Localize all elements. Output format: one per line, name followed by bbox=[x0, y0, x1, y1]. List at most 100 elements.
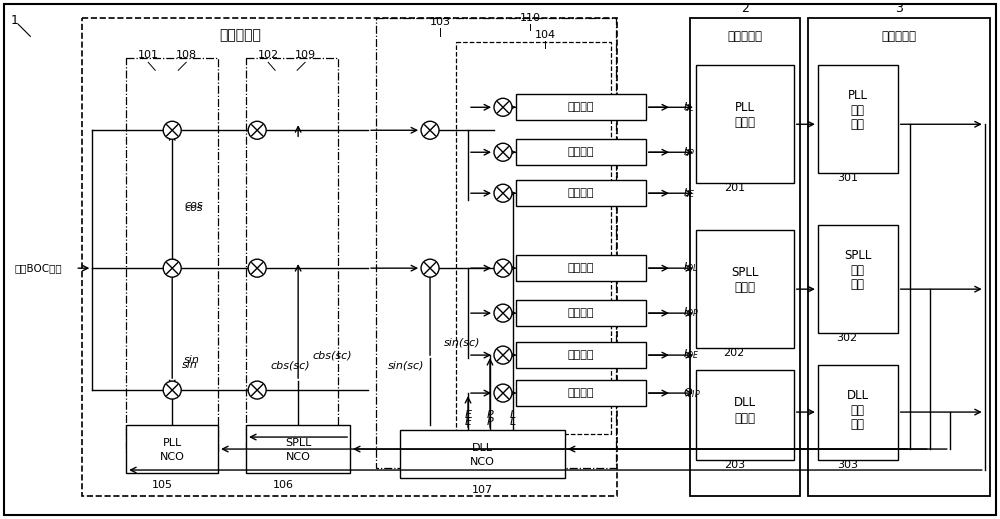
Text: 鉴相器: 鉴相器 bbox=[734, 412, 755, 425]
Text: E: E bbox=[465, 410, 472, 420]
Text: 滤波: 滤波 bbox=[851, 118, 865, 131]
Bar bbox=[126, 425, 218, 473]
Text: 2: 2 bbox=[741, 2, 749, 15]
Circle shape bbox=[494, 98, 512, 116]
Bar bbox=[516, 255, 646, 281]
Text: $I_{QL}$: $I_{QL}$ bbox=[683, 261, 698, 276]
Circle shape bbox=[163, 121, 181, 139]
Text: SPLL: SPLL bbox=[844, 249, 871, 262]
Text: NCO: NCO bbox=[286, 452, 311, 462]
Circle shape bbox=[494, 346, 512, 364]
Bar bbox=[808, 18, 990, 496]
Text: cbs(sc): cbs(sc) bbox=[270, 360, 310, 370]
Text: sin(sc): sin(sc) bbox=[388, 360, 425, 370]
Text: sin(sc): sin(sc) bbox=[444, 337, 481, 347]
Text: 中频BOC信号: 中频BOC信号 bbox=[14, 263, 62, 273]
Text: 环路: 环路 bbox=[851, 104, 865, 117]
Bar bbox=[516, 342, 646, 368]
Bar bbox=[516, 300, 646, 326]
Bar bbox=[818, 65, 898, 173]
Text: PLL: PLL bbox=[848, 89, 868, 102]
Text: 302: 302 bbox=[837, 333, 858, 343]
Text: 滤波器单元: 滤波器单元 bbox=[881, 30, 916, 43]
Text: 110: 110 bbox=[519, 13, 540, 23]
Text: 鉴相器单元: 鉴相器单元 bbox=[727, 30, 762, 43]
Bar bbox=[516, 94, 646, 120]
Text: DLL: DLL bbox=[734, 395, 756, 408]
Text: 202: 202 bbox=[724, 348, 745, 358]
Text: PLL: PLL bbox=[163, 438, 182, 448]
Bar bbox=[246, 58, 338, 453]
Text: 201: 201 bbox=[724, 183, 745, 193]
Text: sin: sin bbox=[182, 360, 198, 370]
Circle shape bbox=[248, 381, 266, 399]
Text: 104: 104 bbox=[534, 30, 556, 40]
Circle shape bbox=[163, 259, 181, 277]
Text: NCO: NCO bbox=[470, 457, 495, 467]
Bar bbox=[516, 180, 646, 206]
Text: $I_{IL}$: $I_{IL}$ bbox=[683, 100, 694, 114]
Circle shape bbox=[248, 121, 266, 139]
Text: 106: 106 bbox=[273, 480, 294, 490]
Text: PLL: PLL bbox=[735, 101, 755, 114]
Text: cbs(sc): cbs(sc) bbox=[312, 350, 352, 360]
Text: 积分清零: 积分清零 bbox=[568, 102, 594, 112]
Text: 109: 109 bbox=[295, 50, 316, 60]
Text: L: L bbox=[510, 417, 516, 427]
Text: 滤波: 滤波 bbox=[851, 418, 865, 431]
Circle shape bbox=[163, 381, 181, 399]
Bar bbox=[516, 139, 646, 165]
Text: $I_{IP}$: $I_{IP}$ bbox=[683, 145, 695, 159]
Text: 积分清零: 积分清零 bbox=[568, 188, 594, 198]
Text: 积分清零: 积分清零 bbox=[568, 147, 594, 157]
Circle shape bbox=[494, 259, 512, 277]
Text: 303: 303 bbox=[837, 460, 858, 470]
Bar bbox=[516, 380, 646, 406]
Text: E: E bbox=[465, 417, 472, 427]
Circle shape bbox=[421, 259, 439, 277]
Circle shape bbox=[248, 259, 266, 277]
Text: DLL: DLL bbox=[472, 443, 493, 453]
Text: 积分清零: 积分清零 bbox=[568, 350, 594, 360]
Text: L: L bbox=[510, 410, 516, 420]
Bar bbox=[82, 18, 617, 496]
Bar bbox=[376, 18, 616, 468]
Circle shape bbox=[494, 184, 512, 202]
Text: SPLL: SPLL bbox=[285, 438, 311, 448]
Circle shape bbox=[494, 384, 512, 402]
Text: $I_{QE}$: $I_{QE}$ bbox=[683, 348, 699, 363]
Text: 101: 101 bbox=[138, 50, 159, 60]
Text: 1: 1 bbox=[10, 14, 18, 27]
Text: P: P bbox=[487, 410, 493, 420]
Text: 积分清零: 积分清零 bbox=[568, 308, 594, 318]
Bar bbox=[400, 430, 565, 478]
Text: SPLL: SPLL bbox=[731, 266, 759, 279]
Bar bbox=[246, 425, 350, 473]
Text: 环路: 环路 bbox=[851, 404, 865, 417]
Text: 102: 102 bbox=[258, 50, 279, 60]
Bar bbox=[690, 18, 800, 496]
Bar bbox=[696, 370, 794, 460]
Text: 相关器模块: 相关器模块 bbox=[219, 29, 261, 43]
Text: $I_{IE}$: $I_{IE}$ bbox=[683, 186, 695, 200]
Text: $I_{QP}$: $I_{QP}$ bbox=[683, 306, 699, 321]
Text: 105: 105 bbox=[152, 480, 173, 490]
Text: NCO: NCO bbox=[160, 452, 185, 462]
Text: 鉴相器: 鉴相器 bbox=[734, 116, 755, 129]
Text: sin: sin bbox=[184, 355, 200, 365]
Text: 103: 103 bbox=[430, 17, 451, 28]
Text: 203: 203 bbox=[724, 460, 745, 470]
Bar bbox=[456, 43, 611, 434]
Text: 3: 3 bbox=[895, 2, 903, 15]
Text: cos: cos bbox=[184, 203, 203, 213]
Text: $Q_{IP}$: $Q_{IP}$ bbox=[683, 386, 701, 400]
Text: P: P bbox=[487, 417, 493, 427]
Bar bbox=[696, 65, 794, 183]
Text: 环路: 环路 bbox=[851, 264, 865, 277]
Text: cos: cos bbox=[184, 200, 203, 210]
Circle shape bbox=[494, 143, 512, 161]
Circle shape bbox=[421, 121, 439, 139]
Bar bbox=[818, 365, 898, 460]
Bar bbox=[696, 230, 794, 348]
Text: 滤波: 滤波 bbox=[851, 278, 865, 291]
